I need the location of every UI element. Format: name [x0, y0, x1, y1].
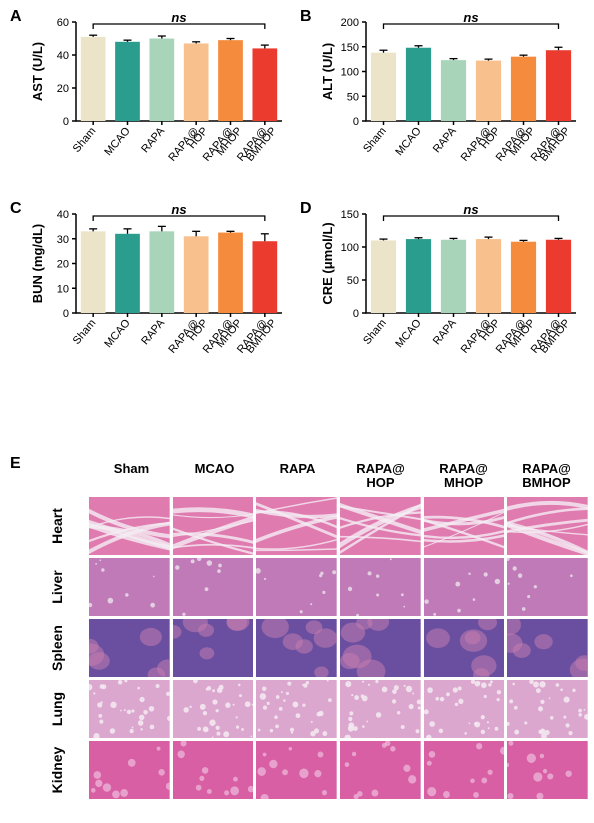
histology-image	[173, 558, 254, 616]
histology-image	[89, 680, 170, 738]
histology-image	[173, 741, 254, 799]
svg-text:RAPA: RAPA	[139, 125, 167, 156]
histology-image	[340, 741, 421, 799]
svg-text:50: 50	[347, 91, 359, 103]
histology-image	[424, 741, 505, 799]
histology-grid: Heart Liver Spleen Lung Kidney	[28, 497, 588, 799]
svg-text:60: 60	[57, 17, 69, 29]
histology-image	[340, 619, 421, 677]
histology-image	[256, 741, 337, 799]
svg-text:BUN (mg/dL): BUN (mg/dL)	[30, 224, 45, 303]
histology-row-label: Liver	[49, 558, 65, 616]
panel-label-b: B	[300, 8, 312, 26]
svg-text:Sham: Sham	[361, 125, 389, 155]
svg-text:10: 10	[57, 283, 69, 295]
svg-text:0: 0	[63, 116, 69, 128]
histology-panel: ShamMCAORAPARAPA@ HOPRAPA@ MHOPRAPA@ BMH…	[28, 460, 588, 799]
histology-image	[340, 558, 421, 616]
histology-image	[424, 558, 505, 616]
svg-text:ALT (U/L): ALT (U/L)	[320, 43, 335, 101]
histology-row: Heart	[28, 497, 588, 555]
svg-text:150: 150	[341, 42, 359, 54]
histology-row-label: Spleen	[49, 619, 65, 677]
svg-text:Sham: Sham	[71, 317, 99, 347]
histology-image	[507, 619, 588, 677]
svg-text:40: 40	[57, 209, 69, 221]
histology-image	[340, 497, 421, 555]
svg-text:0: 0	[353, 308, 359, 320]
panel-label-a: A	[10, 8, 22, 26]
chart-alt: 050100150200ALT (U/L)ShamMCAORAPARAPA@HO…	[318, 8, 582, 183]
histology-image	[340, 680, 421, 738]
svg-text:MCAO: MCAO	[102, 125, 133, 158]
svg-text:100: 100	[341, 242, 359, 254]
histology-row-label: Heart	[49, 497, 65, 555]
svg-text:150: 150	[341, 209, 359, 221]
histology-image	[89, 558, 170, 616]
histology-image	[173, 680, 254, 738]
svg-text:30: 30	[57, 234, 69, 246]
svg-text:MCAO: MCAO	[393, 125, 424, 158]
svg-text:RAPA: RAPA	[139, 317, 167, 348]
histology-row-label: Kidney	[49, 741, 65, 799]
panel-label-e: E	[10, 455, 21, 473]
svg-text:MCAO: MCAO	[393, 317, 424, 350]
histology-row-label: Lung	[49, 680, 65, 738]
svg-text:AST (U/L): AST (U/L)	[30, 42, 45, 101]
chart-bun: 010203040BUN (mg/dL)ShamMCAORAPARAPA@HOP…	[28, 200, 288, 375]
histology-image	[89, 619, 170, 677]
histology-row: Kidney	[28, 741, 588, 799]
histology-col-label: RAPA	[256, 460, 339, 493]
histology-col-label: RAPA@ MHOP	[422, 460, 505, 493]
svg-text:20: 20	[57, 259, 69, 271]
histology-col-label: Sham	[90, 460, 173, 493]
chart-cre: 050100150CRE (μmol/L)ShamMCAORAPARAPA@HO…	[318, 200, 582, 375]
histology-image	[173, 619, 254, 677]
histology-image	[256, 558, 337, 616]
histology-col-label: RAPA@ BMHOP	[505, 460, 588, 493]
histology-image	[89, 497, 170, 555]
chart-ast: 0204060AST (U/L)ShamMCAORAPARAPA@HOPRAPA…	[28, 8, 288, 183]
svg-text:ns: ns	[171, 202, 186, 217]
histology-image	[89, 741, 170, 799]
svg-text:RAPA: RAPA	[431, 125, 459, 156]
svg-text:RAPA: RAPA	[431, 317, 459, 348]
svg-text:Sham: Sham	[361, 317, 389, 347]
svg-text:0: 0	[353, 116, 359, 128]
svg-text:ns: ns	[171, 10, 186, 25]
svg-text:40: 40	[57, 50, 69, 62]
svg-text:50: 50	[347, 275, 359, 287]
svg-text:ns: ns	[463, 10, 478, 25]
histology-image	[256, 619, 337, 677]
histology-image	[424, 619, 505, 677]
histology-col-label: MCAO	[173, 460, 256, 493]
svg-text:200: 200	[341, 17, 359, 29]
panel-label-d: D	[300, 200, 312, 218]
histology-image	[173, 497, 254, 555]
svg-text:20: 20	[57, 83, 69, 95]
svg-text:0: 0	[63, 308, 69, 320]
svg-text:100: 100	[341, 67, 359, 79]
histology-image	[507, 680, 588, 738]
histology-image	[507, 741, 588, 799]
histology-row: Spleen	[28, 619, 588, 677]
histology-image	[256, 497, 337, 555]
histology-image	[507, 497, 588, 555]
histology-image	[256, 680, 337, 738]
histology-image	[424, 497, 505, 555]
histology-header: ShamMCAORAPARAPA@ HOPRAPA@ MHOPRAPA@ BMH…	[90, 460, 588, 493]
histology-image	[507, 558, 588, 616]
histology-row: Lung	[28, 680, 588, 738]
histology-col-label: RAPA@ HOP	[339, 460, 422, 493]
histology-row: Liver	[28, 558, 588, 616]
svg-text:ns: ns	[463, 202, 478, 217]
panel-label-c: C	[10, 200, 22, 218]
svg-text:Sham: Sham	[71, 125, 99, 155]
svg-text:CRE (μmol/L): CRE (μmol/L)	[320, 222, 335, 304]
svg-text:MCAO: MCAO	[102, 317, 133, 350]
histology-image	[424, 680, 505, 738]
